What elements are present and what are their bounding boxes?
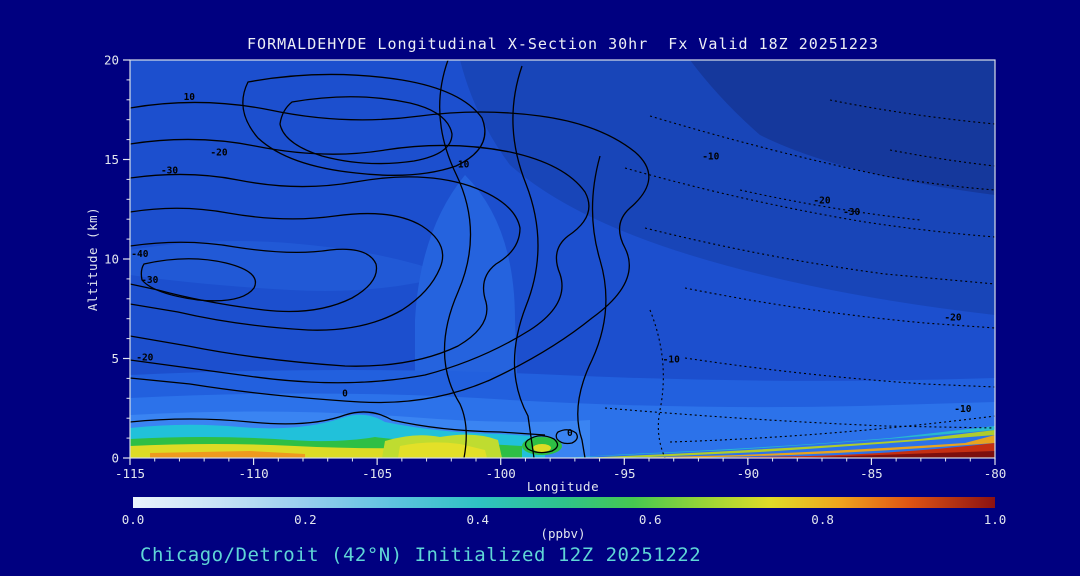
contour-line-label: 10 xyxy=(458,159,470,170)
contour-line-label: 0 xyxy=(342,388,348,399)
contour-line-label: -40 xyxy=(131,249,148,260)
contour-line-label: -20 xyxy=(136,352,153,363)
y-tick-label: 20 xyxy=(104,53,119,68)
contour-line-label: 0 xyxy=(567,428,573,439)
shading-midleft-patch xyxy=(130,241,450,291)
contour-line xyxy=(242,73,486,176)
shading-yellow-spot-core xyxy=(533,444,551,452)
contour-line xyxy=(512,65,539,458)
contour-line-dotted xyxy=(739,189,921,221)
contour-line-label: -20 xyxy=(210,148,227,159)
colorbar-tick-label: 0.0 xyxy=(122,512,145,527)
shading-topright-darkest xyxy=(690,60,995,195)
y-tick-label: 15 xyxy=(104,152,119,167)
contour-line-dotted xyxy=(649,115,995,191)
y-axis-ticks: 0 5 10 15 20 xyxy=(104,53,130,466)
contour-line-label: -10 xyxy=(663,354,680,365)
x-axis-label: Longitude xyxy=(527,479,599,494)
y-tick-label: 10 xyxy=(104,252,119,267)
contour-line-label: -20 xyxy=(944,313,961,324)
contour-line-dotted xyxy=(644,227,995,285)
solid-contour-lines xyxy=(130,60,650,458)
contour-line xyxy=(130,101,650,404)
colorbar-unit-label: (ppbv) xyxy=(540,526,585,541)
contour-line xyxy=(439,60,472,458)
x-tick-label: -100 xyxy=(486,466,516,481)
x-axis-ticks: -115 -110 -105 -100 -95 -90 -85 -80 xyxy=(115,458,1006,481)
contour-line xyxy=(130,241,378,313)
caption: Chicago/Detroit (42°N) Initialized 12Z 2… xyxy=(140,544,701,566)
shaded-field: 10 -20 -30 -40 -30 -20 10 0 0 -10 -20 -30 -20 -10 -10 xyxy=(130,60,995,458)
colorbar-tick-label: 0.4 xyxy=(467,512,490,527)
contour-line-dotted xyxy=(669,415,995,443)
colorbar xyxy=(133,497,995,508)
contour-line-dotted xyxy=(684,287,995,329)
colorbar-tick-label: 0.6 xyxy=(639,512,662,527)
contour-line xyxy=(130,411,546,436)
dotted-contour-lines xyxy=(604,99,995,458)
y-axis-label: Altitude (km) xyxy=(85,207,100,311)
colorbar-tick-label: 1.0 xyxy=(984,512,1007,527)
contour-line-label: -30 xyxy=(141,275,158,286)
y-tick-label: 0 xyxy=(111,451,119,466)
contour-line xyxy=(130,207,444,331)
shading-left-orange-sliver xyxy=(150,451,305,458)
x-tick-label: -110 xyxy=(239,466,269,481)
contour-line xyxy=(140,258,256,302)
x-tick-label: -105 xyxy=(362,466,392,481)
x-tick-label: -85 xyxy=(860,466,883,481)
shading-right-orange xyxy=(620,435,995,458)
contour-line xyxy=(130,173,521,367)
contour-line-label: -20 xyxy=(813,195,830,206)
shading-right-darkred xyxy=(790,451,995,458)
plot-area: 10-20-30-40-30-201000-10-20-30-20-10-10 … xyxy=(104,53,1006,482)
contour-line-label: -30 xyxy=(161,165,178,176)
contour-line xyxy=(130,138,590,384)
chart-title: FORMALDEHYDE Longitudinal X-Section 30hr… xyxy=(247,35,879,53)
contour-line-dotted xyxy=(624,167,995,238)
contour-line xyxy=(279,96,453,165)
x-tick-label: -95 xyxy=(613,466,636,481)
contour-line-label: -10 xyxy=(954,404,971,415)
contour-line-dotted xyxy=(889,149,995,167)
colorbar-tick-label: 0.8 xyxy=(811,512,834,527)
contour-line-label: -10 xyxy=(702,152,719,163)
contour-line xyxy=(577,155,607,458)
x-tick-label: -80 xyxy=(984,466,1007,481)
x-tick-label: -90 xyxy=(737,466,760,481)
x-tick-label: -115 xyxy=(115,466,145,481)
contour-line-label: 10 xyxy=(184,92,196,103)
colorbar-tick-label: 0.2 xyxy=(294,512,317,527)
colorbar-tick-labels: 0.0 0.2 0.4 0.6 0.8 1.0 xyxy=(122,512,1007,527)
contour-line-label: -30 xyxy=(843,207,860,218)
y-tick-label: 5 xyxy=(111,351,119,366)
contour-line xyxy=(555,429,578,445)
contour-labels: 10 -20 -30 -40 -30 -20 10 0 0 -10 -20 -30 -20 -10 -10 xyxy=(131,92,971,439)
contour-line xyxy=(524,435,559,454)
